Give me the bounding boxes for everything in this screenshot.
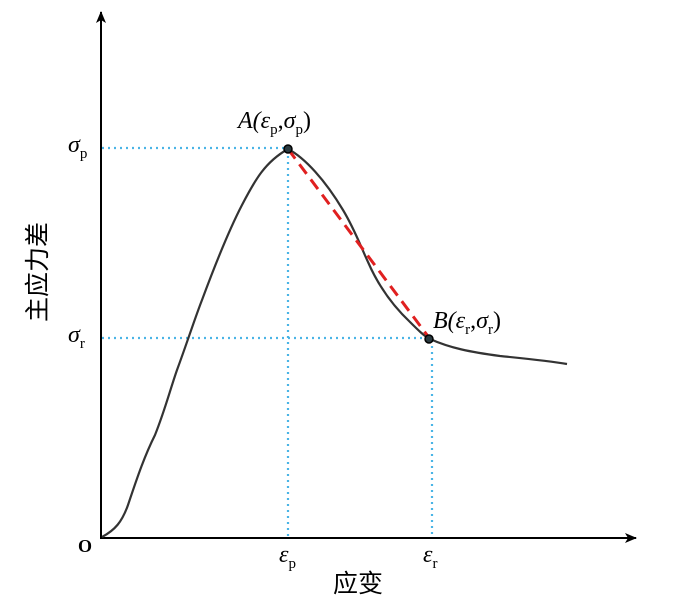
origin-label: O (78, 536, 92, 556)
point-b-marker (424, 334, 434, 344)
point-a-marker (283, 144, 293, 154)
x-tick-epsilon-p: εp (279, 542, 296, 572)
secant-line-a-b (286, 148, 432, 340)
stress-strain-curve (101, 147, 568, 538)
x-tick-epsilon-r: εr (423, 542, 437, 572)
x-axis-title: 应变 (333, 569, 383, 598)
y-tick-sigma-p: σp (68, 132, 87, 162)
y-axis-title: 主应力差 (23, 222, 52, 322)
point-a-label: A(εp,σp) (236, 108, 311, 138)
y-tick-sigma-r: σr (68, 322, 85, 352)
point-b-label: B(εr,σr) (433, 308, 501, 338)
